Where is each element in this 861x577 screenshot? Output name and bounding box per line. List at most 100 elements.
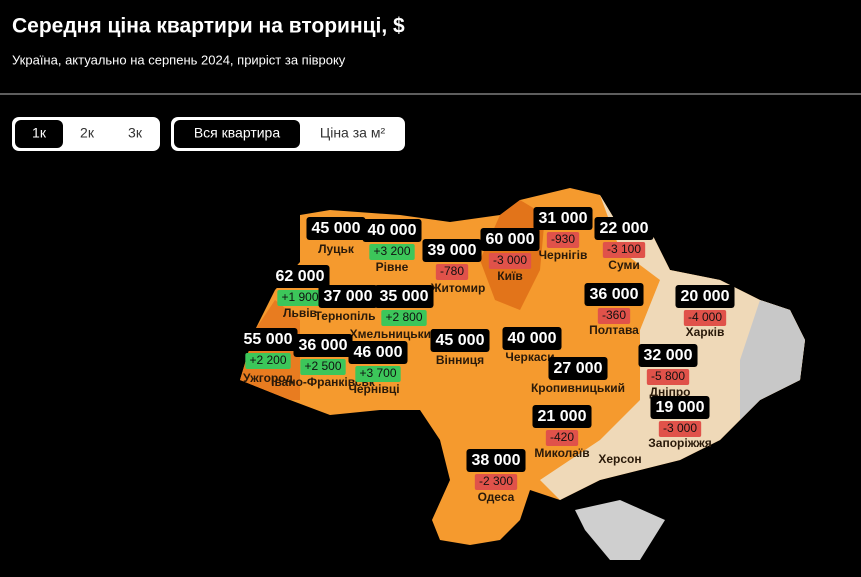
occupied-east (740, 300, 805, 420)
change-label: +2 500 (304, 359, 341, 373)
price-badge (584, 283, 644, 306)
button-label[interactable]: 3к (128, 125, 143, 141)
price-label: 21 000 (538, 408, 587, 425)
crimea (575, 500, 665, 560)
price-badge (422, 239, 482, 262)
price-badge (466, 449, 526, 472)
city-name: Харків (686, 325, 725, 339)
price-badge (594, 217, 654, 240)
price-label: 22 000 (600, 220, 649, 237)
city-name: Миколаїв (534, 446, 589, 460)
price-label: 39 000 (428, 242, 477, 259)
price-label: 60 000 (486, 231, 535, 248)
change-badge (602, 242, 646, 258)
price-label: 36 000 (299, 337, 348, 354)
change-badge (474, 474, 518, 490)
change-badge (369, 244, 415, 260)
city-name: Дніпро (649, 385, 690, 399)
city-name: Чернівці (348, 382, 399, 396)
price-badge (238, 328, 298, 351)
change-label: -3 000 (493, 253, 527, 267)
price-label: 45 000 (312, 220, 361, 237)
price-badge (430, 329, 490, 352)
price-badge (675, 285, 735, 308)
change-label: +2 800 (385, 310, 422, 324)
city-name: Житомир (430, 281, 486, 295)
selected-button-label[interactable]: Вся квартира (194, 125, 280, 141)
price-label: 27 000 (554, 360, 603, 377)
city-name: Одеса (478, 490, 515, 504)
city-name: Тернопіль (315, 309, 376, 323)
city-name: Херсон (598, 452, 641, 466)
price-label: 55 000 (244, 331, 293, 348)
price-label: 40 000 (508, 330, 557, 347)
price-badge (374, 285, 434, 308)
selected-button (15, 120, 63, 148)
price-label: 19 000 (656, 399, 705, 416)
change-label: -780 (440, 264, 464, 278)
change-label: +3 700 (359, 366, 396, 380)
price-label: 35 000 (380, 288, 429, 305)
city-name: Івано-Франківськ (271, 375, 376, 389)
change-badge (245, 353, 291, 369)
change-badge (646, 369, 690, 385)
change-label: -5 800 (651, 369, 685, 383)
price-badge (362, 219, 422, 242)
change-badge (435, 264, 469, 280)
city-name: Кропивницький (531, 381, 625, 395)
selected-button-label[interactable]: 1к (32, 125, 47, 141)
price-label: 20 000 (681, 288, 730, 305)
price-badge (502, 327, 562, 350)
button-label[interactable]: 2к (80, 125, 95, 141)
price-badge (533, 207, 593, 230)
controls: 1к 2к 3к Вся квартира Ціна за м² (12, 117, 405, 151)
change-badge (545, 430, 579, 446)
city-name: Вінниця (436, 353, 484, 367)
price-label: 62 000 (276, 268, 325, 285)
price-badge (532, 405, 592, 428)
price-label: 38 000 (472, 452, 521, 469)
change-badge (658, 421, 702, 437)
price-badge (480, 228, 540, 251)
price-badge (270, 265, 330, 288)
price-badge (318, 285, 378, 308)
price-badge (548, 357, 608, 380)
price-label: 45 000 (436, 332, 485, 349)
city-name: Львів (283, 306, 317, 320)
price-label: 37 000 (324, 288, 373, 305)
change-label: -3 000 (663, 421, 697, 435)
change-badge (546, 232, 580, 248)
change-label: +3 200 (373, 244, 410, 258)
change-badge (300, 359, 346, 375)
selected-button (174, 120, 300, 148)
city-name: Хмельницький (350, 327, 439, 341)
change-label: -2 300 (479, 474, 513, 488)
city-name: Рівне (376, 260, 409, 274)
subtitle: Україна, актуально на серпень 2024, прир… (12, 52, 346, 67)
change-label: -420 (550, 430, 574, 444)
title: Середня ціна квартири на вторинці, $ (12, 15, 405, 38)
price-label: 32 000 (644, 347, 693, 364)
price-label: 40 000 (368, 222, 417, 239)
change-badge (597, 308, 631, 324)
price-label: 36 000 (590, 286, 639, 303)
city-name: Ужгород (243, 371, 293, 385)
city-name: Суми (608, 258, 639, 272)
change-badge (355, 366, 401, 382)
city-name: Київ (497, 269, 522, 283)
city-name: Запоріжжя (648, 436, 711, 450)
change-badge (277, 290, 323, 306)
change-label: -930 (551, 232, 575, 246)
button-label[interactable]: Ціна за м² (320, 125, 386, 141)
change-badge (488, 253, 532, 269)
labels: Луцьк 45 000 Рівне +3 200 40 000 Житомир -780 3… (238, 207, 735, 504)
price-badge (306, 217, 366, 240)
change-label: -4 000 (688, 310, 722, 324)
city-name: Луцьк (318, 242, 355, 256)
change-badge (683, 310, 727, 326)
city-name: Чернігів (539, 248, 588, 262)
price-badge (638, 344, 698, 367)
price-label: 46 000 (354, 344, 403, 361)
